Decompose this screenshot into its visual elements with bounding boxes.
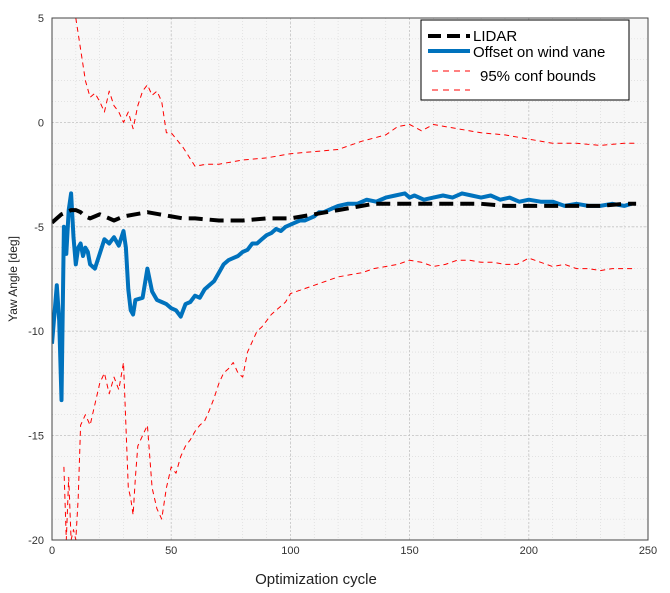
x-tick-label: 50 (165, 545, 177, 557)
legend-label-lidar: LIDAR (473, 28, 517, 45)
x-tick-label: 100 (281, 545, 299, 557)
series-line-offset-wind-vane (52, 191, 632, 403)
plot-frame (51, 17, 649, 541)
y-tick-label: -15 (28, 431, 44, 443)
y-tick-label: 0 (38, 117, 44, 129)
minor-grid (51, 17, 649, 541)
x-tick-label: 200 (520, 545, 538, 557)
y-tick-label: 5 (38, 13, 44, 25)
series-line-conf-bound (75, 18, 637, 167)
legend: LIDAR Offset on wind vane 95% conf bound… (420, 19, 630, 101)
series-line-lidar (52, 201, 637, 225)
legend-box (420, 19, 630, 101)
series-line-conf-bound (63, 257, 637, 540)
legend-label-bounds: 95% conf bounds (480, 68, 596, 85)
x-axis-title: Optimization cycle (255, 571, 377, 588)
y-tick-label: -5 (34, 222, 44, 234)
x-tick-label: 250 (639, 545, 657, 557)
y-tick-label: -10 (28, 326, 44, 338)
y-axis-title: Yaw Angle [deg] (6, 236, 20, 322)
legend-label-offset: Offset on wind vane (473, 44, 605, 61)
y-tick-label: -20 (28, 535, 44, 547)
x-tick-label: 0 (49, 545, 55, 557)
x-tick-label: 150 (400, 545, 418, 557)
series-layer (52, 18, 637, 540)
